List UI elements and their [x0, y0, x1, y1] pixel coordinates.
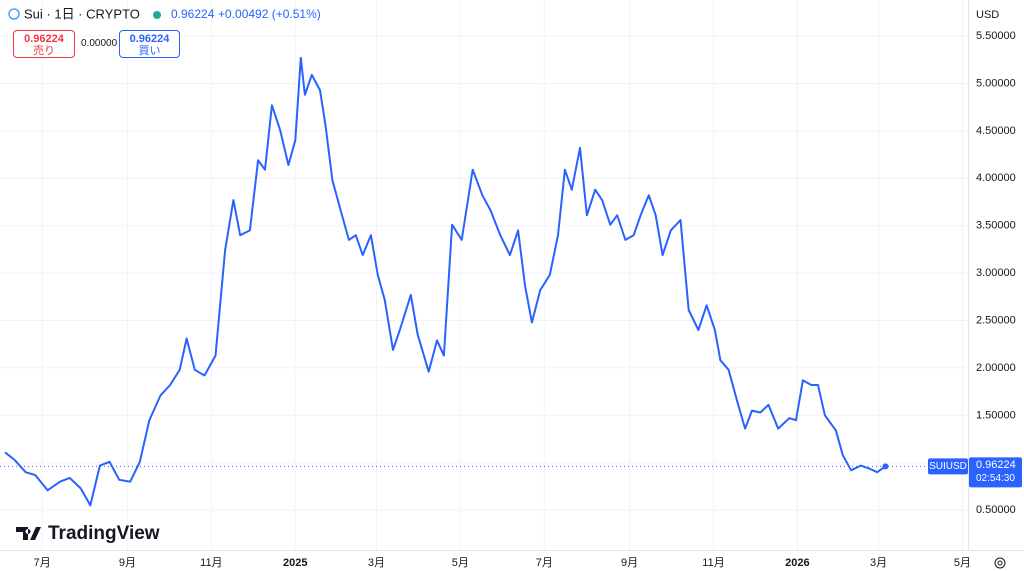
x-tick-label: 3月 [368, 557, 385, 569]
y-tick-label: 5.50000 [976, 30, 1016, 42]
y-tick-label: 4.50000 [976, 125, 1016, 137]
header-price: 0.96224 [171, 7, 215, 21]
price-tag [969, 457, 1022, 488]
y-tick-label: 3.00000 [976, 267, 1016, 279]
x-tick-label: 7月 [34, 557, 51, 569]
x-tick-label: 5月 [954, 557, 971, 569]
sell-button[interactable]: 0.96224 売り [13, 30, 75, 58]
price-tag-label: 0.96224 [976, 459, 1016, 471]
buy-price: 0.96224 [129, 33, 170, 45]
market-status [153, 11, 161, 19]
last-point [882, 463, 889, 470]
y-tick-label: 2.50000 [976, 314, 1016, 326]
x-tick-label: 5月 [452, 557, 469, 569]
x-tick-label: 2026 [785, 557, 809, 569]
buy-label: 買い [138, 45, 161, 57]
price-line [4, 56, 887, 507]
symbol-tag [928, 458, 968, 475]
symbol-tag-label: SUIUSD [929, 461, 967, 472]
x-tick-label: 7月 [536, 557, 553, 569]
y-tick-label: 5.00000 [976, 77, 1016, 89]
header-change: +0.00492 (+0.51%) [218, 7, 321, 21]
currency[interactable]: USD [976, 9, 999, 21]
x-tick-label: 9月 [119, 557, 136, 569]
spread: 0.00000 [81, 38, 118, 49]
x-tick-label: 9月 [621, 557, 638, 569]
y-tick-label: 3.50000 [976, 220, 1016, 232]
settings-icon[interactable] [992, 555, 1008, 571]
x-tick-label: 3月 [870, 557, 887, 569]
sell-price: 0.96224 [24, 33, 64, 45]
buy-button[interactable]: 0.96224 買い [119, 30, 180, 58]
countdown: 02:54:30 [976, 473, 1015, 484]
x-tick-label: 11月 [200, 557, 222, 569]
y-tick-label: 2.00000 [976, 362, 1016, 374]
symbol-icon [8, 8, 20, 20]
x-tick-label: 2025 [283, 557, 307, 569]
logo [16, 527, 41, 540]
x-tick-label: 11月 [702, 557, 724, 569]
sell-label: 売り [33, 45, 55, 57]
symbol[interactable]: Sui · 1日 · CRYPTO [24, 6, 140, 21]
brand: TradingView [48, 523, 160, 544]
y-tick-label: 1.50000 [976, 409, 1016, 421]
y-tick-label: 0.50000 [976, 504, 1016, 516]
y-tick-label: 4.00000 [976, 172, 1016, 184]
